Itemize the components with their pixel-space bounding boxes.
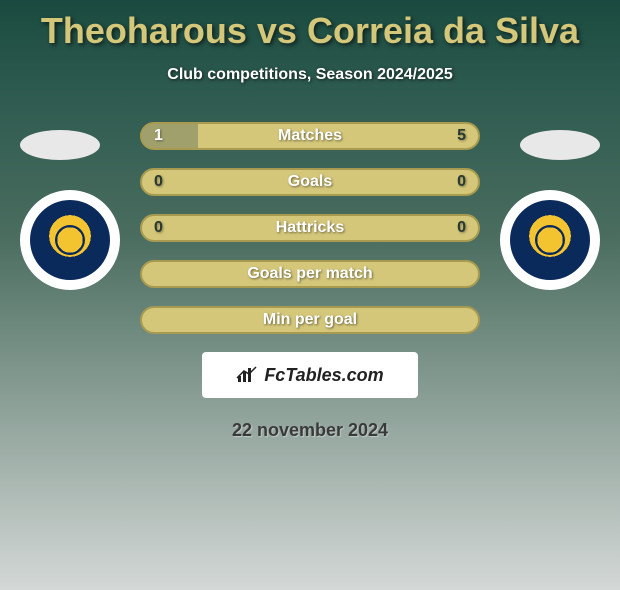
stat-bar-goals-per-match: Goals per match — [140, 260, 480, 288]
stat-label: Min per goal — [263, 311, 357, 329]
stat-value-right: 0 — [457, 219, 466, 237]
stat-label: Goals — [288, 173, 332, 191]
page-title: Theoharous vs Correia da Silva — [0, 10, 620, 52]
stat-value-left: 0 — [154, 219, 163, 237]
stat-bar-hattricks: Hattricks 0 0 — [140, 214, 480, 242]
player-avatar-right — [520, 130, 600, 160]
stat-label: Matches — [278, 127, 342, 145]
club-badge-right — [500, 190, 600, 290]
stat-bar-goals: Goals 0 0 — [140, 168, 480, 196]
comparison-panel: Matches 1 5 Goals 0 0 Hattricks 0 0 Goals per mat… — [0, 122, 620, 441]
stat-bar-min-per-goal: Min per goal — [140, 306, 480, 334]
player-avatar-left — [20, 130, 100, 160]
stat-value-right: 5 — [457, 127, 466, 145]
stat-value-left: 1 — [154, 127, 163, 145]
source-logo-text: FcTables.com — [264, 365, 383, 386]
stat-bar-matches: Matches 1 5 — [140, 122, 480, 150]
stat-value-left: 0 — [154, 173, 163, 191]
stat-label: Hattricks — [276, 219, 344, 237]
club-badge-left — [20, 190, 120, 290]
stat-label: Goals per match — [247, 265, 372, 283]
chart-icon — [236, 366, 258, 384]
source-logo: FcTables.com — [202, 352, 418, 398]
stat-value-right: 0 — [457, 173, 466, 191]
stat-bars: Matches 1 5 Goals 0 0 Hattricks 0 0 Goals per mat… — [140, 122, 480, 334]
page-subtitle: Club competitions, Season 2024/2025 — [0, 66, 620, 84]
snapshot-date: 22 november 2024 — [0, 420, 620, 441]
